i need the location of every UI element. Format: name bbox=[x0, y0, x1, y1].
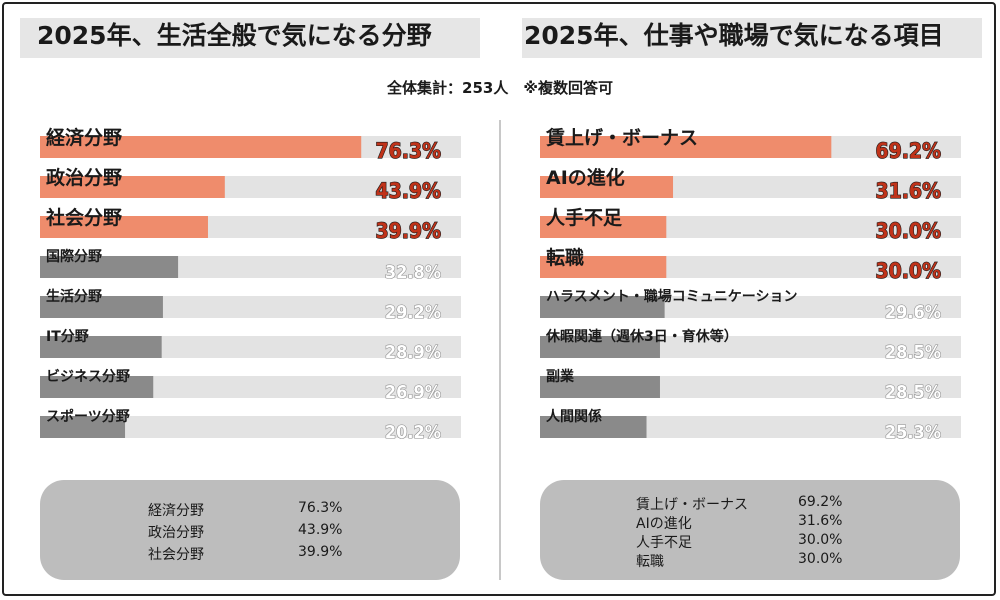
right-bar-8 bbox=[540, 416, 647, 438]
left-bar-5 bbox=[40, 296, 163, 318]
right-bar-3 bbox=[540, 216, 667, 238]
left-value-label-2: 43.9% bbox=[375, 179, 441, 203]
left-category-label-4: 国際分野 bbox=[46, 248, 102, 265]
right-summary-label-4: 転職 bbox=[636, 554, 664, 570]
right-bar-5 bbox=[540, 296, 665, 318]
right-category-label-8: 人間関係 bbox=[546, 408, 602, 425]
left-value-label-3: 39.9% bbox=[375, 219, 441, 243]
left-value-label-8: 20.2% bbox=[385, 422, 441, 443]
left-category-label-7: ビジネス分野 bbox=[46, 369, 130, 385]
right-category-label-6: 休暇関連（週休3日・育休等） bbox=[545, 328, 738, 345]
right-category-label-3: 人手不足 bbox=[546, 206, 623, 229]
right-value-label-3: 30.0% bbox=[875, 219, 941, 243]
survey-note: 全体集計：253人 ※複数回答可 bbox=[387, 79, 613, 97]
panel-divider bbox=[499, 120, 501, 580]
left-summary-label-2: 政治分野 bbox=[148, 525, 204, 541]
right-bar-6 bbox=[540, 336, 660, 358]
left-value-label-6: 28.9% bbox=[385, 342, 441, 363]
right-title-band bbox=[522, 18, 982, 58]
right-summary-value-4: 30.0% bbox=[798, 551, 843, 567]
right-value-label-2: 31.6% bbox=[875, 179, 941, 203]
left-value-label-1: 76.3% bbox=[375, 139, 441, 163]
right-bar-2 bbox=[540, 176, 674, 198]
left-track-8 bbox=[40, 416, 461, 438]
right-summary-value-3: 30.0% bbox=[798, 532, 843, 548]
left-summary-value-3: 39.9% bbox=[298, 544, 343, 560]
left-bar-1 bbox=[40, 136, 362, 158]
right-category-label-4: 転職 bbox=[546, 246, 584, 269]
right-category-label-2: AIの進化 bbox=[546, 166, 625, 189]
left-bar-6 bbox=[40, 336, 162, 358]
left-category-label-2: 政治分野 bbox=[46, 166, 122, 189]
left-bar-3 bbox=[40, 216, 208, 238]
right-chart-title: 2025年、仕事や職場で気になる項目 bbox=[524, 21, 944, 50]
right-bar-4 bbox=[540, 256, 667, 278]
right-value-label-4: 30.0% bbox=[875, 259, 941, 283]
right-summary-label-2: AIの進化 bbox=[636, 516, 692, 532]
right-value-label-6: 28.5% bbox=[885, 342, 941, 363]
right-value-label-8: 25.3% bbox=[885, 422, 941, 443]
left-bar-2 bbox=[40, 176, 225, 198]
left-category-label-8: スポーツ分野 bbox=[46, 408, 130, 425]
left-summary-box: 経済分野 76.3% 政治分野 43.9% 社会分野 39.9% bbox=[40, 480, 460, 580]
left-summary-label-3: 社会分野 bbox=[148, 547, 204, 563]
left-summary-value-1: 76.3% bbox=[298, 500, 343, 516]
right-summary-label-1: 賃上げ・ボーナス bbox=[636, 497, 748, 513]
right-value-label-1: 69.2% bbox=[875, 139, 941, 163]
left-value-label-5: 29.2% bbox=[385, 302, 441, 323]
left-summary-value-2: 43.9% bbox=[298, 522, 343, 538]
right-category-label-5: ハラスメント・職場コミュニケーション bbox=[546, 288, 797, 305]
left-summary-label-1: 経済分野 bbox=[148, 503, 204, 519]
left-value-label-7: 26.9% bbox=[385, 382, 441, 403]
left-bar-8 bbox=[40, 416, 126, 438]
left-category-label-3: 社会分野 bbox=[45, 206, 122, 229]
left-value-label-4: 32.8% bbox=[385, 262, 441, 283]
right-value-label-7: 28.5% bbox=[885, 382, 941, 403]
left-title-band bbox=[20, 18, 480, 58]
right-summary-label-3: 人手不足 bbox=[636, 535, 692, 551]
right-category-label-1: 賃上げ・ボーナス bbox=[545, 126, 698, 149]
left-category-label-1: 経済分野 bbox=[46, 126, 122, 149]
right-summary-value-1: 69.2% bbox=[798, 494, 843, 510]
left-category-label-6: IT分野 bbox=[46, 329, 89, 345]
left-category-label-5: 生活分野 bbox=[46, 288, 102, 305]
left-chart-title: 2025年、生活全般で気になる分野 bbox=[37, 21, 432, 50]
left-bar-4 bbox=[40, 256, 179, 278]
right-bar-7 bbox=[540, 376, 660, 398]
right-value-label-5: 29.6% bbox=[885, 302, 941, 323]
right-summary-box: 賃上げ・ボーナス 69.2% AIの進化 31.6% 人手不足 30.0% 転職… bbox=[540, 480, 960, 580]
right-category-label-7: 副業 bbox=[546, 368, 575, 385]
right-summary-value-2: 31.6% bbox=[798, 513, 843, 529]
left-bar-7 bbox=[40, 376, 154, 398]
right-bar-1 bbox=[540, 136, 832, 158]
